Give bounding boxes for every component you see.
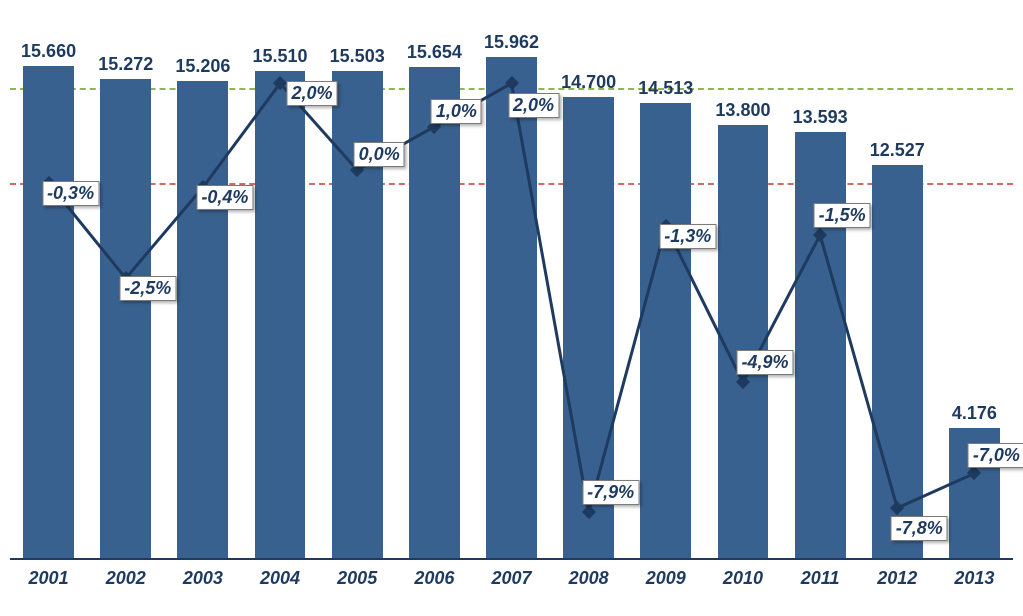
percent-label: 2,0% xyxy=(508,93,559,118)
x-axis-label: 2013 xyxy=(954,568,994,589)
x-axis-label: 2003 xyxy=(183,568,223,589)
percent-label: -0,4% xyxy=(196,185,253,210)
x-axis-label: 2002 xyxy=(106,568,146,589)
percent-label: 0,0% xyxy=(354,142,405,167)
x-axis-label: 2001 xyxy=(29,568,69,589)
percent-label: -4,9% xyxy=(736,350,793,375)
percent-label: 2,0% xyxy=(287,81,338,106)
x-axis-label: 2006 xyxy=(414,568,454,589)
chart-container: 15.66015.27215.20615.51015.50315.65415.9… xyxy=(0,0,1023,616)
x-axis-label: 2004 xyxy=(260,568,300,589)
plot-area: 15.66015.27215.20615.51015.50315.65415.9… xyxy=(10,40,1013,560)
percent-label: -7,8% xyxy=(891,516,948,541)
x-axis-label: 2007 xyxy=(491,568,531,589)
x-axis: 2001 2002 2003 2004 2005 2006 2007 2008 2009 2010… xyxy=(10,558,1013,616)
percent-label: -1,5% xyxy=(814,203,871,228)
percent-label: -0,3% xyxy=(42,181,99,206)
percent-label: -1,3% xyxy=(659,224,716,249)
x-axis-label: 2010 xyxy=(723,568,763,589)
x-axis-label: 2009 xyxy=(646,568,686,589)
x-axis-label: 2012 xyxy=(877,568,917,589)
x-axis-label: 2011 xyxy=(801,568,840,589)
percent-label: -2,5% xyxy=(119,276,176,301)
x-axis-label: 2008 xyxy=(569,568,609,589)
percent-label: 1,0% xyxy=(431,99,482,124)
percent-label: -7,9% xyxy=(582,480,639,505)
percent-label: -7,0% xyxy=(968,443,1023,468)
x-axis-label: 2005 xyxy=(337,568,377,589)
